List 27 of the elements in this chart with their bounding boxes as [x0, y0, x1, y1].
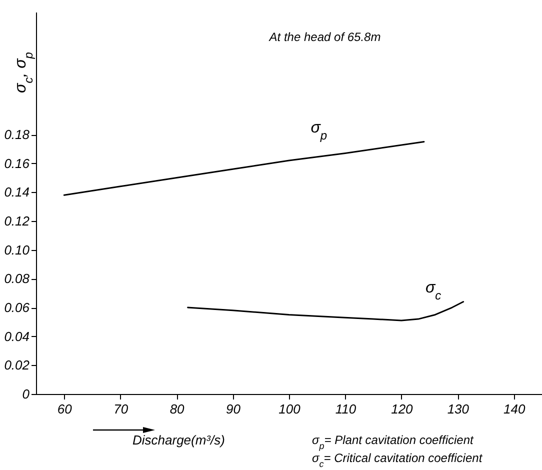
x-tick-label: 70: [114, 402, 129, 416]
x-tick-label: 140: [504, 402, 526, 416]
line-series: [187, 300, 464, 322]
text: σ$_{p}$= Plant cavitation coefficient: [312, 433, 474, 451]
y-tick-label: 0: [22, 386, 30, 402]
y-tick-label: 0.06: [4, 300, 30, 316]
x-tick-label: 130: [447, 402, 470, 416]
series-label: σ$_{p}$: [310, 120, 328, 143]
series-label: σ$_{c}$: [425, 280, 442, 303]
x-tick-label: 80: [170, 402, 186, 416]
line-series: [63, 140, 425, 196]
x-tick-label: 120: [391, 402, 414, 416]
text: σ$_{c}$= Critical cavitation coefficient: [312, 451, 483, 469]
y-tick-label: 0.14: [4, 184, 30, 200]
annotation: At the head of 65.8m: [268, 30, 381, 44]
y-tick-label: 0.16: [4, 156, 30, 171]
y-tick-label: 0.12: [4, 214, 30, 229]
y-tick-label: 0.18: [4, 127, 30, 142]
x-tick-label: 100: [278, 402, 302, 416]
y-tick-label: 0.10: [4, 242, 30, 258]
x-axis-title: Discharge(m³/s): [132, 432, 225, 448]
y-tick-label: 0.04: [4, 328, 30, 344]
y-tick-label: 0.02: [4, 358, 30, 373]
x-tick-label: 90: [226, 402, 242, 416]
x-tick-label: 60: [57, 402, 73, 416]
x-tick-label: 110: [335, 402, 357, 416]
y-tick-label: 0.08: [4, 271, 30, 286]
